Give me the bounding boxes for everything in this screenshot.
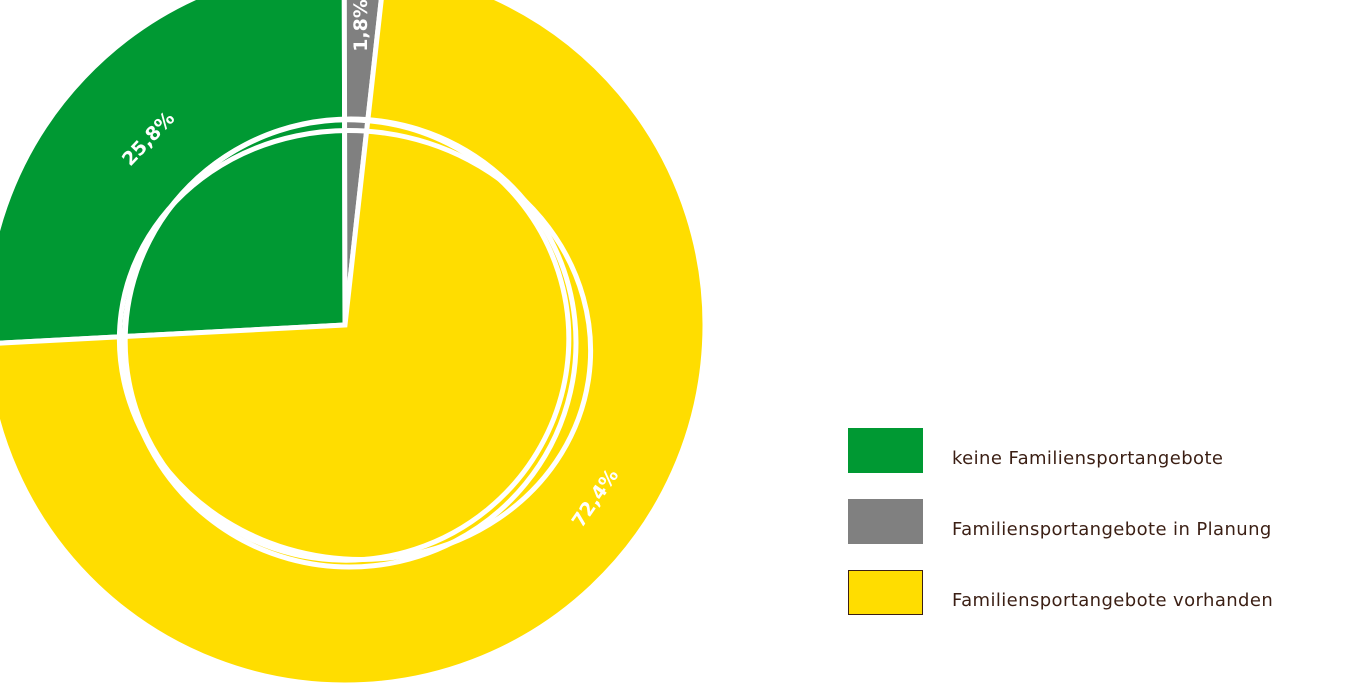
legend-label-vorhanden: Familiensportangebote vorhanden <box>952 590 1274 611</box>
legend-label-keine: keine Familiensportangebote <box>952 448 1224 469</box>
inner-ring-strokes <box>116 116 594 570</box>
inner-ring-3 <box>122 117 572 563</box>
pie-slice <box>0 0 348 346</box>
slice-value-label: 1,8% <box>350 0 372 52</box>
legend-swatch-gray <box>848 499 923 544</box>
legend-swatch-yellow <box>848 570 923 615</box>
pie-slices <box>0 0 705 685</box>
legend-swatch-green <box>848 428 923 473</box>
pie-slice <box>0 0 705 685</box>
legend-label-planung: Familiensportangebote in Planung <box>952 519 1272 540</box>
